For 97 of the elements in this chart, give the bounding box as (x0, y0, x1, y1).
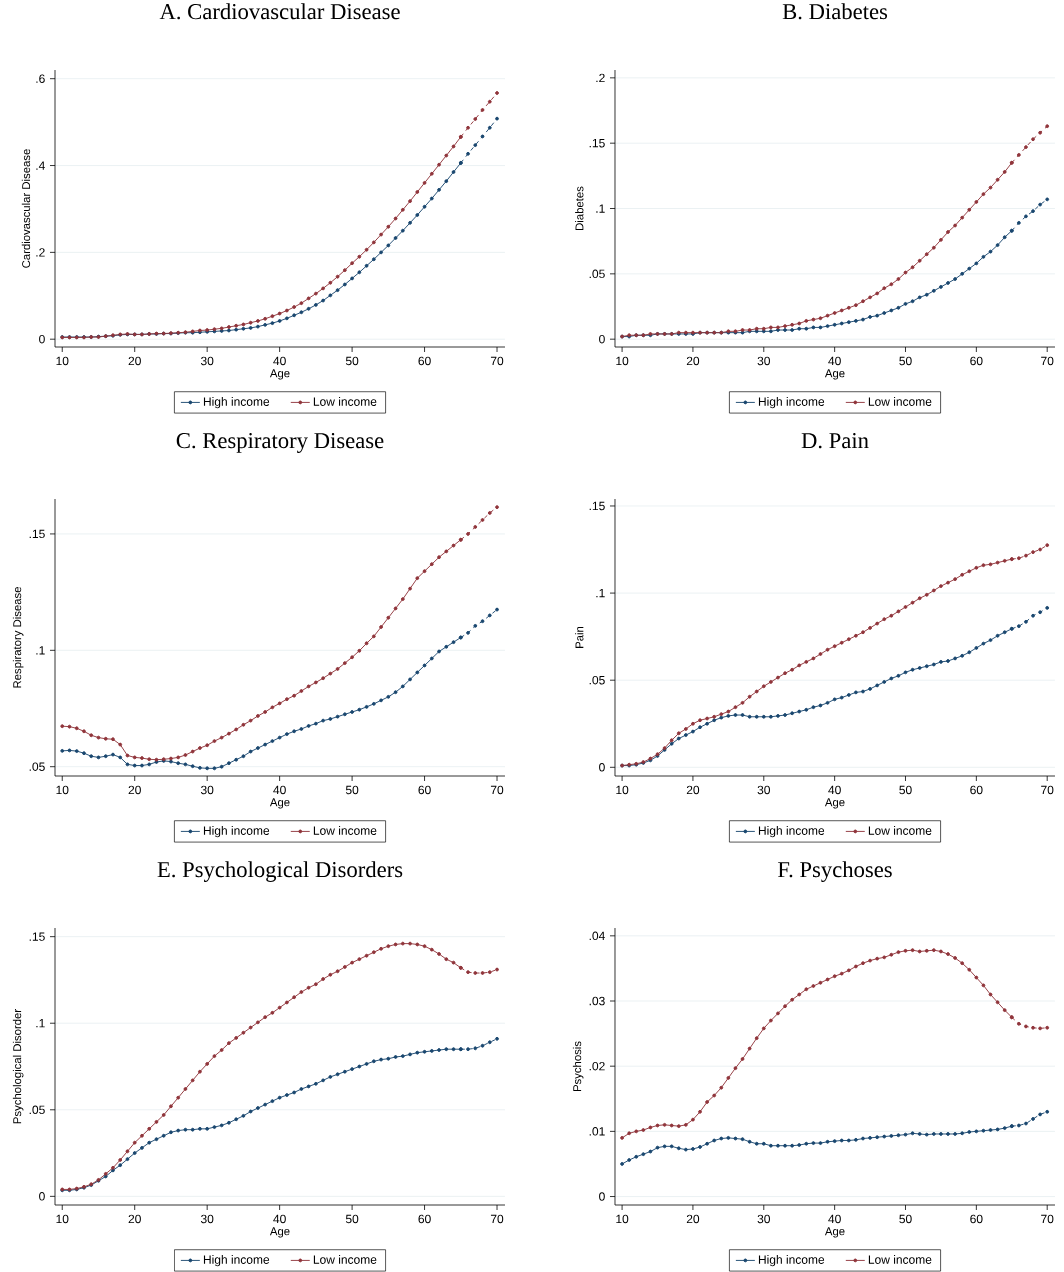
y-tick-label: .6 (36, 74, 45, 83)
y-tick-label: .15 (29, 932, 45, 941)
x-tick-label: 30 (757, 1214, 770, 1224)
chart-title: C. Respiratory Disease (176, 433, 384, 453)
legend-label: Low income (868, 826, 932, 835)
x-tick-label: 10 (616, 785, 629, 795)
x-tick-label: 10 (56, 1214, 69, 1224)
y-tick-label: .2 (596, 73, 605, 83)
legend-label: Low income (313, 397, 377, 406)
y-tick-label: 0 (599, 334, 605, 344)
y-tick-label: .15 (29, 529, 45, 539)
x-tick-label: 30 (757, 356, 770, 366)
y-tick-label: .01 (589, 1127, 605, 1136)
chart-title: F. Psychoses (777, 861, 892, 882)
x-tick-label: 60 (970, 356, 983, 366)
legend-label: High income (758, 397, 825, 409)
x-tick-label: 30 (757, 785, 770, 795)
y-tick-label: .15 (589, 138, 605, 148)
x-tick-label: 60 (418, 356, 431, 366)
x-tick-label: 20 (128, 1214, 141, 1224)
x-tick-label: 10 (616, 356, 629, 366)
chart-title: B. Diabetes (782, 3, 888, 20)
y-tick-label: .4 (36, 161, 45, 170)
legend-label: High income (758, 826, 825, 838)
y-axis-title: Respiratory Disease (12, 587, 24, 688)
x-tick-label: 30 (200, 356, 214, 366)
y-tick-label: .1 (596, 588, 605, 598)
y-tick-label: .05 (589, 675, 605, 685)
x-tick-label: 50 (345, 1214, 359, 1224)
x-tick-label: 70 (1041, 785, 1054, 795)
x-axis-title: Age (269, 1227, 290, 1238)
x-tick-label: 60 (970, 1214, 983, 1224)
x-tick-label: 20 (686, 356, 700, 366)
legend-label: Low income (868, 1255, 932, 1264)
y-tick-label: 0 (599, 1192, 605, 1201)
y-tick-label: 0 (39, 334, 45, 344)
x-tick-label: 50 (899, 356, 912, 366)
x-axis-title: Age (824, 798, 845, 809)
chart-title: A. Cardiovascular Disease (159, 3, 400, 20)
x-tick-label: 70 (1041, 356, 1054, 366)
x-tick-label: 60 (970, 785, 983, 795)
x-axis-title: Age (269, 798, 290, 809)
y-tick-label: .05 (29, 762, 45, 771)
y-axis-title: Cardiovascular Disease (21, 149, 31, 268)
x-tick-label: 40 (273, 785, 286, 795)
chart-title: D. Pain (801, 433, 869, 449)
x-tick-label: 10 (56, 785, 69, 795)
legend-label: High income (203, 1255, 270, 1267)
x-tick-label: 40 (828, 785, 841, 795)
legend-label: High income (758, 1255, 825, 1267)
y-axis-title: Psychological Disorder (12, 1009, 24, 1124)
x-tick-label: 60 (418, 1214, 431, 1224)
x-tick-label: 70 (490, 356, 504, 366)
x-tick-label: 70 (490, 785, 504, 795)
x-tick-label: 60 (418, 785, 431, 795)
x-tick-label: 20 (128, 785, 141, 795)
x-axis-title: Age (824, 369, 845, 380)
y-tick-label: .15 (589, 501, 605, 511)
x-tick-label: 20 (128, 356, 141, 366)
y-axis-title: Diabetes (575, 186, 584, 230)
x-tick-label: 50 (345, 356, 359, 366)
y-tick-label: .03 (589, 996, 605, 1006)
x-tick-label: 40 (273, 1214, 286, 1224)
x-tick-label: 50 (899, 785, 912, 795)
y-tick-label: .1 (36, 1019, 45, 1028)
legend-label: Low income (868, 397, 932, 406)
x-tick-label: 40 (273, 356, 286, 366)
y-tick-label: 0 (599, 763, 605, 772)
y-tick-label: .02 (589, 1061, 605, 1071)
x-tick-label: 70 (490, 1214, 504, 1224)
x-tick-label: 70 (1041, 1214, 1054, 1224)
x-tick-label: 30 (200, 785, 214, 795)
x-tick-label: 40 (828, 356, 841, 366)
legend-label: High income (203, 826, 270, 838)
x-tick-label: 20 (686, 785, 700, 795)
x-tick-label: 50 (899, 1214, 912, 1224)
y-tick-label: .05 (29, 1105, 45, 1115)
x-tick-label: 20 (686, 1214, 700, 1224)
legend-label: Low income (313, 826, 377, 835)
x-tick-label: 30 (200, 1214, 214, 1224)
y-tick-label: .04 (589, 931, 605, 941)
y-tick-label: 0 (39, 1192, 45, 1201)
y-tick-label: .1 (596, 204, 605, 213)
legend-label: High income (203, 397, 270, 409)
y-tick-label: .2 (36, 248, 45, 257)
legend-label: Low income (313, 1255, 377, 1264)
x-axis-title: Age (824, 1227, 845, 1238)
x-tick-label: 40 (828, 1214, 841, 1224)
x-tick-label: 50 (345, 785, 359, 795)
chart-title: E. Psychological Disorders (157, 861, 403, 882)
y-axis-title: Pain (575, 626, 584, 648)
x-tick-label: 10 (56, 356, 69, 366)
y-axis-title: Psychosis (572, 1041, 584, 1092)
x-axis-title: Age (269, 369, 290, 380)
y-tick-label: .1 (36, 646, 45, 655)
x-tick-label: 10 (616, 1214, 629, 1224)
y-tick-label: .05 (589, 269, 605, 279)
